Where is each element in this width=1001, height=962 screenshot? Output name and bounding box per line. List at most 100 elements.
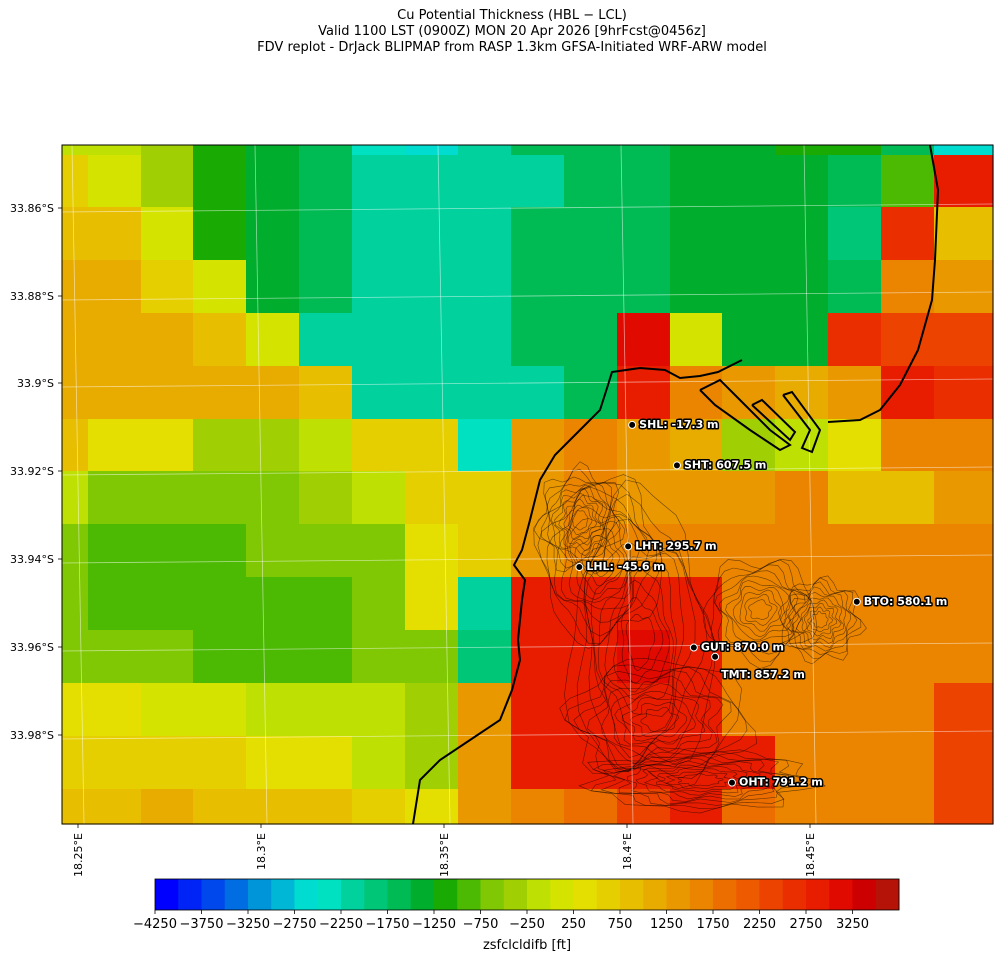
contour-line xyxy=(621,696,697,745)
heatmap-cell xyxy=(405,736,459,790)
colorbar-swatch xyxy=(434,879,458,910)
heatmap-cell xyxy=(670,260,723,314)
heatmap-cell xyxy=(352,471,406,525)
heatmap-cell xyxy=(62,789,89,825)
heatmap-cell xyxy=(141,789,194,825)
heatmap-cell xyxy=(193,313,247,367)
colorbar-tick-label: 3250 xyxy=(836,917,869,932)
station-label: BTO: 580.1 m xyxy=(864,595,948,608)
colorbar-swatch xyxy=(713,879,737,910)
meridian-line xyxy=(803,144,817,825)
parallel-line xyxy=(61,466,994,476)
heatmap-cell xyxy=(299,366,353,420)
heatmap-cell xyxy=(62,260,89,314)
heatmap-cell xyxy=(722,471,776,525)
contour-line xyxy=(800,599,842,641)
colorbar-label: zsfclcldifb [ft] xyxy=(483,938,571,953)
title-block: Cu Potential Thickness (HBL − LCL) Valid… xyxy=(0,8,1001,56)
heatmap-cell xyxy=(299,630,353,684)
contour-line xyxy=(786,586,852,652)
heatmap-cell xyxy=(193,736,247,790)
heatmap-cell xyxy=(458,419,512,472)
harbour-outline xyxy=(699,378,792,452)
colorbar-tick-label: −2250 xyxy=(319,917,363,932)
heatmap-cell xyxy=(934,366,994,420)
heatmap-cell xyxy=(881,577,935,631)
colorbar-swatch xyxy=(852,879,877,910)
heatmap-cell xyxy=(458,471,512,525)
heatmap-cell xyxy=(299,419,353,472)
colorbar-swatch xyxy=(387,879,412,910)
contour-line xyxy=(640,707,679,732)
colorbar-swatch xyxy=(806,879,830,910)
plot-frame xyxy=(61,144,994,825)
heatmap-cell xyxy=(934,471,994,525)
y-tick-label: 33.96°S xyxy=(10,641,54,654)
heatmap-cell xyxy=(722,524,776,578)
colorbar-swatch xyxy=(294,879,319,910)
contour-line xyxy=(550,484,608,557)
heatmap-cell xyxy=(775,419,829,472)
heatmap-cell xyxy=(775,630,829,684)
colorbar-swatch xyxy=(759,879,784,910)
heatmap-cell xyxy=(881,789,935,825)
harbour-outline xyxy=(751,398,797,442)
heatmap-cell xyxy=(458,145,512,156)
colorbar-swatch xyxy=(829,879,853,910)
heatmap-cell xyxy=(141,155,194,208)
heatmap-cell xyxy=(299,471,353,525)
contour-line xyxy=(744,594,778,626)
heatmap-cell xyxy=(405,313,459,367)
contour-line xyxy=(643,764,759,796)
heatmap-cell xyxy=(141,630,194,684)
heatmap-cell xyxy=(62,155,89,208)
heatmap-cell xyxy=(617,313,671,367)
station-label: TMT: 857.2 m xyxy=(721,668,805,681)
parallel-line xyxy=(61,642,994,652)
contour-line xyxy=(590,552,684,737)
heatmap-cell xyxy=(246,207,300,261)
colorbar-tick-label: −2750 xyxy=(273,917,317,932)
heatmap-cell xyxy=(193,789,247,825)
colorbar-tick-label: 2250 xyxy=(743,917,776,932)
heatmap-cell xyxy=(670,366,723,420)
colorbar-swatch xyxy=(155,879,179,910)
colorbar: −4250 −3750 −3250 −2750 −2250 −1750 −1250 −750−… xyxy=(133,878,900,932)
heatmap-cell xyxy=(352,630,406,684)
heatmap-cell xyxy=(352,789,406,825)
contour-line xyxy=(564,664,748,779)
station-label-halo: SHL: -17.3 m xyxy=(639,418,718,431)
colorbar-tick-label: 250 xyxy=(561,917,586,932)
contour-line xyxy=(732,586,787,638)
heatmap-cell xyxy=(352,736,406,790)
station-label: SHL: -17.3 m xyxy=(639,418,718,431)
heatmap-cell xyxy=(405,260,459,314)
colorbar-swatch xyxy=(364,879,388,910)
x-tick-label: 18.35°E xyxy=(438,833,451,877)
station-marker xyxy=(727,778,736,787)
heatmap-cell xyxy=(511,260,565,314)
heatmap-cell xyxy=(352,260,406,314)
station-marker xyxy=(711,652,720,661)
heatmap-cell xyxy=(246,524,300,578)
contour-line xyxy=(600,753,807,806)
heatmap-cell xyxy=(352,524,406,578)
heatmap-cell xyxy=(88,145,142,156)
chart-subtitle-valid: Valid 1100 LST (0900Z) MON 20 Apr 2026 [… xyxy=(318,24,706,39)
contour-line xyxy=(656,768,747,793)
x-tick-label: 18.25°E xyxy=(72,833,85,877)
contour-line xyxy=(795,597,844,645)
heatmap-cell xyxy=(828,471,882,525)
colorbar-tick-label: −3250 xyxy=(226,917,270,932)
heatmap-cell xyxy=(193,145,247,156)
heatmap-cell xyxy=(828,155,882,208)
meridian-line xyxy=(620,144,634,825)
heatmap-cell xyxy=(670,577,723,631)
contour-line xyxy=(576,493,715,773)
contour-line xyxy=(702,558,818,670)
contour-line xyxy=(783,581,858,655)
contour-line xyxy=(714,570,806,646)
heatmap-cell xyxy=(934,789,994,825)
heatmap-cell xyxy=(88,789,142,825)
